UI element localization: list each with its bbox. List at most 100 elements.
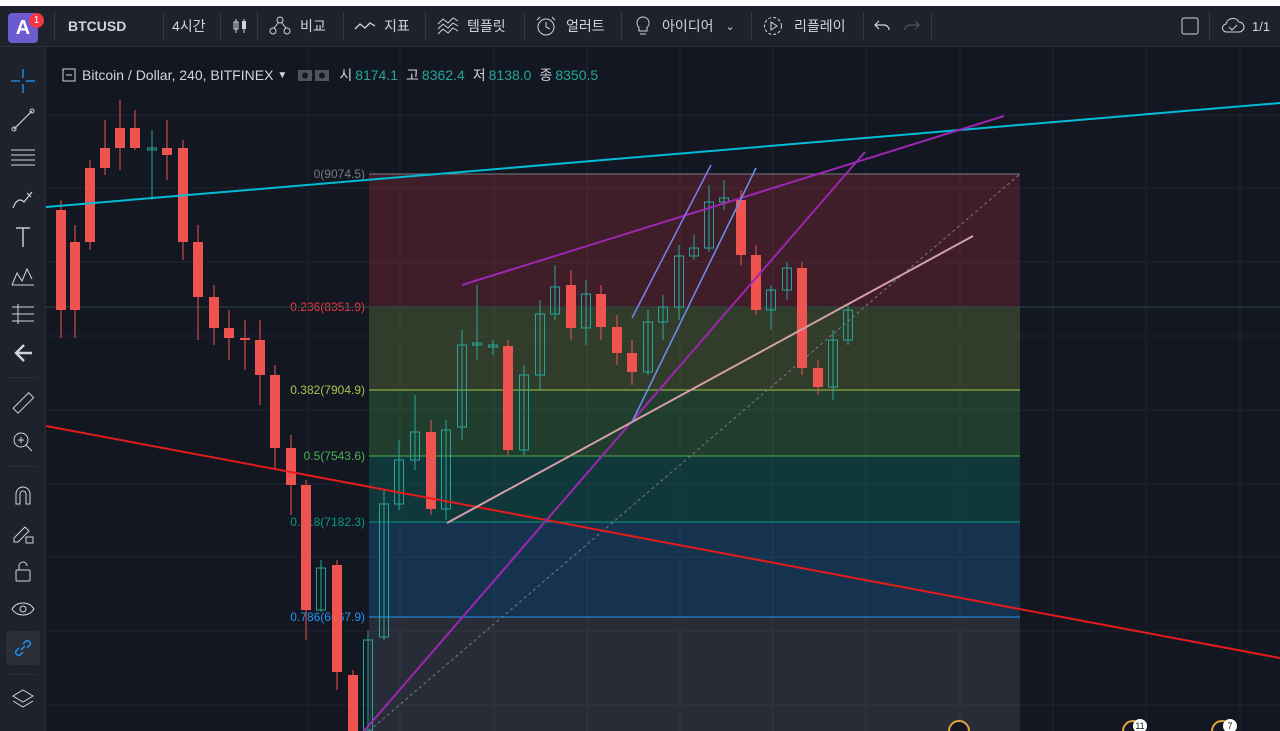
window-top-strip (0, 0, 1280, 6)
templates-button[interactable]: 템플릿 (437, 6, 506, 46)
candle-body (209, 297, 219, 328)
candle-body (316, 567, 326, 611)
zoom-in-tool[interactable] (6, 425, 40, 459)
text-icon (16, 227, 30, 247)
candle-body (843, 309, 853, 341)
pattern-tool[interactable] (6, 259, 40, 293)
undo-button[interactable] (873, 6, 891, 46)
indicators-button[interactable]: 지표 (354, 6, 410, 46)
alert-label: 얼러트 (566, 18, 605, 34)
toolbar-divider (8, 377, 38, 378)
lock-all-tool[interactable] (6, 554, 40, 588)
prediction-icon (12, 304, 34, 324)
candle-body (550, 286, 560, 315)
candle-body (643, 321, 653, 373)
fib-zone (369, 456, 1020, 522)
magnet-icon (15, 486, 31, 505)
candle-body (472, 342, 482, 346)
lock-drawing-tool[interactable] (6, 516, 40, 550)
toolbar-divider (163, 12, 164, 40)
fib-zone (369, 390, 1020, 456)
price-chart[interactable]: 0(9074.5)0.236(8351.9)0.382(7904.9)0.5(7… (46, 47, 1280, 731)
alert-button[interactable]: 얼러트 (535, 6, 605, 46)
chart-type-button[interactable] (231, 6, 249, 46)
purple-channel-top (461, 115, 1005, 286)
candle-body (457, 344, 467, 428)
drawing-toolbar (0, 47, 46, 731)
candle-body (240, 338, 250, 340)
toolbar-divider (8, 466, 38, 467)
pattern-icon (11, 267, 34, 286)
candle-body (426, 432, 436, 509)
undo-icon (874, 20, 890, 31)
event-count-badge (1133, 719, 1147, 731)
ideas-button[interactable]: 아이디어 ⌄ (634, 6, 735, 46)
object-tree-tool[interactable] (6, 682, 40, 716)
candle-body (535, 313, 545, 376)
symbol-title[interactable]: Bitcoin / Dollar, 240, BITFINEX (82, 67, 274, 83)
candle-body (100, 148, 110, 168)
toolbar-divider (621, 12, 622, 40)
candles-icon (233, 19, 246, 33)
caret-down-icon[interactable]: ▼ (277, 69, 288, 81)
collapse-icon[interactable] (62, 68, 76, 82)
toolbar-divider (1209, 12, 1210, 40)
prediction-tool[interactable] (6, 297, 40, 331)
symbol-search-button[interactable]: BTCUSD (68, 6, 126, 46)
trendline-tool[interactable] (6, 103, 40, 137)
fib-zone (369, 617, 1020, 731)
fib-level-label: 0(9074.5) (314, 167, 365, 181)
brush-tool[interactable] (6, 182, 40, 216)
back-arrow-icon (14, 344, 32, 362)
toolbar-divider (524, 12, 525, 40)
sync-drawings-tool[interactable] (6, 631, 40, 665)
candle-body (193, 242, 203, 297)
replay-button[interactable]: 리플레이 (762, 6, 846, 46)
fullscreen-button[interactable] (1180, 6, 1200, 46)
redo-button[interactable] (903, 6, 921, 46)
layout-counter: 1/1 (1252, 18, 1271, 34)
candle-body (503, 346, 513, 450)
pink-trendline (446, 235, 974, 524)
compare-icon (269, 16, 291, 35)
candle-body (566, 285, 576, 328)
square-icon (1181, 17, 1199, 35)
ideas-label: 아이디어 (662, 18, 714, 34)
layers-icon (12, 689, 34, 708)
cyan-trendline (46, 102, 1280, 208)
hide-drawings-tool[interactable] (6, 592, 40, 626)
trendlines: 11 7 (46, 102, 1280, 731)
candle-body (255, 340, 265, 375)
measure-tool[interactable] (6, 387, 40, 421)
candle-body (689, 247, 699, 257)
fib-tool[interactable] (6, 141, 40, 175)
high-label: 고 (406, 67, 419, 83)
brush-icon (12, 191, 33, 209)
crosshair-tool[interactable] (6, 64, 40, 98)
event-count-label: 11 (1135, 721, 1144, 731)
chart-pane[interactable]: 0(9074.5) 0.236(8351.9) 0.382(7904.9) 0.5(7… (46, 47, 1280, 731)
indicators-icon (354, 22, 376, 30)
unlock-icon (15, 561, 31, 582)
layout-save-button[interactable]: 1/1 (1220, 6, 1270, 46)
red-trendline (46, 425, 1280, 659)
event-count-label: 7 (1227, 721, 1232, 731)
indicators-label: 지표 (384, 18, 410, 34)
high-value: 8362.4 (421, 67, 465, 83)
remove-drawings-button[interactable] (6, 336, 40, 370)
candle-body (797, 268, 807, 368)
candle-body (332, 565, 342, 672)
replay-label: 리플레이 (794, 18, 846, 34)
candle-body (379, 503, 389, 638)
fib-level-label: 0.786(6667.9) (290, 610, 365, 624)
candle-body (363, 639, 373, 731)
event-count-badge (1223, 719, 1237, 731)
magnet-tool[interactable] (6, 478, 40, 512)
candle-body (85, 168, 95, 242)
compare-button[interactable]: 비교 (268, 6, 326, 46)
settings-icon[interactable] (297, 68, 331, 82)
candles (56, 100, 853, 731)
text-tool[interactable] (6, 220, 40, 254)
interval-button[interactable]: 4시간 (172, 6, 206, 46)
fib-zone (369, 522, 1020, 617)
